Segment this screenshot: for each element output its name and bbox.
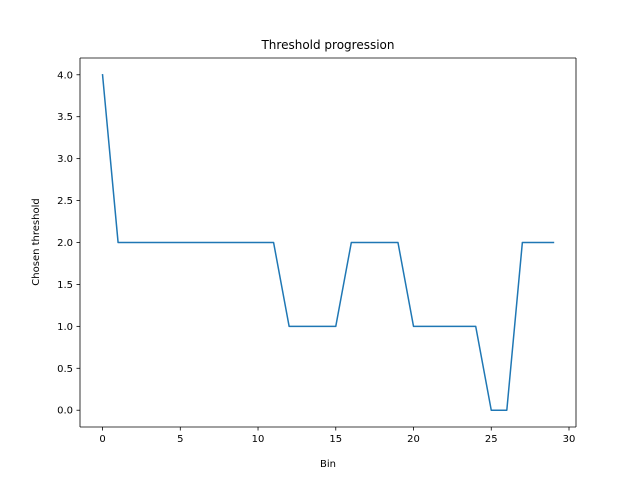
x-tick-label: 15	[329, 434, 342, 445]
y-tick-label: 3.5	[57, 112, 73, 123]
x-tick-label: 0	[99, 434, 105, 445]
y-tick-label: 1.5	[57, 280, 73, 291]
x-tick-label: 5	[177, 434, 183, 445]
x-tick-label: 10	[252, 434, 265, 445]
y-tick-label: 3.0	[57, 154, 73, 165]
y-axis-label: Chosen threshold	[31, 198, 42, 285]
y-tick-label: 2.5	[57, 196, 73, 207]
x-tick-label: 30	[563, 434, 576, 445]
y-tick-label: 0.5	[57, 364, 73, 375]
x-tick-label: 20	[407, 434, 420, 445]
y-tick-label: 0.0	[57, 406, 73, 417]
y-tick-label: 1.0	[57, 322, 73, 333]
x-tick-label: 25	[485, 434, 498, 445]
chart-title: Threshold progression	[260, 38, 394, 52]
y-tick-label: 2.0	[57, 238, 73, 249]
y-tick-label: 4.0	[57, 70, 73, 81]
plot-area: 0 5 10 15 20 25 30 0.0 0.5 1.0 1.5 2.0 2.5 3.0 3.5 4.0	[57, 57, 577, 445]
x-axis-label: Bin	[320, 459, 336, 470]
series-line-0	[101, 73, 555, 411]
